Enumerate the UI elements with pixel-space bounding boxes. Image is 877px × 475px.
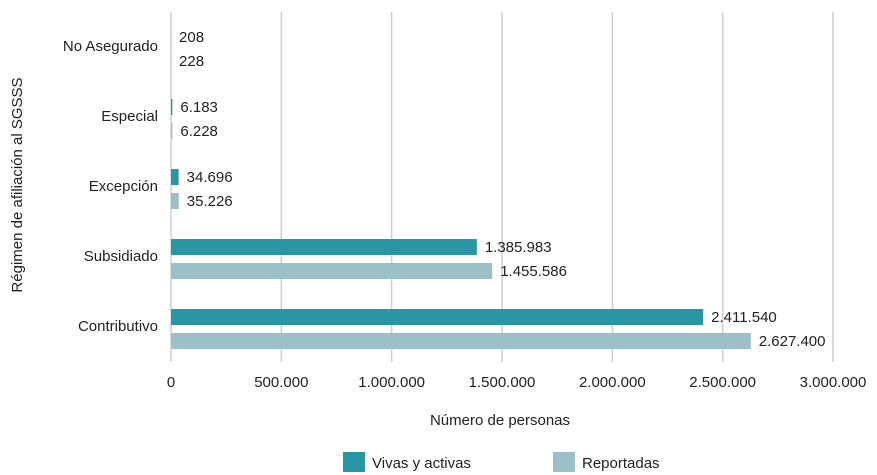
data-label: 6.183	[180, 99, 218, 116]
data-label: 6.228	[180, 123, 218, 140]
legend-swatch	[343, 452, 365, 472]
x-tick-label: 500.000	[254, 374, 308, 391]
data-label: 2.411.540	[711, 309, 777, 326]
y-tick-label: Especial	[101, 108, 158, 125]
x-tick-label: 2.500.000	[689, 374, 756, 391]
legend-label: Vivas y activas	[372, 455, 471, 472]
y-tick-label: No Asegurado	[63, 38, 158, 55]
x-tick-label: 1.500.000	[469, 374, 536, 391]
legend-swatch	[553, 452, 575, 472]
bar	[171, 99, 173, 115]
bar	[171, 239, 477, 255]
x-tick-label: 3.000.000	[800, 374, 867, 391]
data-label: 35.226	[187, 193, 233, 210]
bar	[171, 263, 493, 279]
data-label: 228	[179, 53, 204, 70]
legend-label: Reportadas	[582, 455, 660, 472]
data-label: 208	[179, 29, 204, 46]
bar	[171, 123, 173, 139]
bar	[171, 193, 179, 209]
bar	[171, 333, 751, 349]
data-label: 2.627.400	[759, 333, 826, 350]
y-tick-label: Excepción	[89, 178, 158, 195]
y-axis-title: Régimen de afiliación al SGSSS	[9, 77, 26, 292]
x-tick-label: 1.000.000	[358, 374, 425, 391]
y-tick-label: Contributivo	[78, 318, 158, 335]
y-tick-label: Subsidiado	[84, 248, 158, 265]
x-tick-label: 2.000.000	[579, 374, 646, 391]
data-label: 1.385.983	[485, 239, 552, 256]
data-label: 34.696	[187, 169, 233, 186]
x-axis-title: Número de personas	[430, 412, 570, 429]
x-tick-label: 0	[167, 374, 175, 391]
bar	[171, 309, 704, 325]
data-label: 1.455.586	[500, 263, 567, 280]
bar	[171, 169, 179, 185]
